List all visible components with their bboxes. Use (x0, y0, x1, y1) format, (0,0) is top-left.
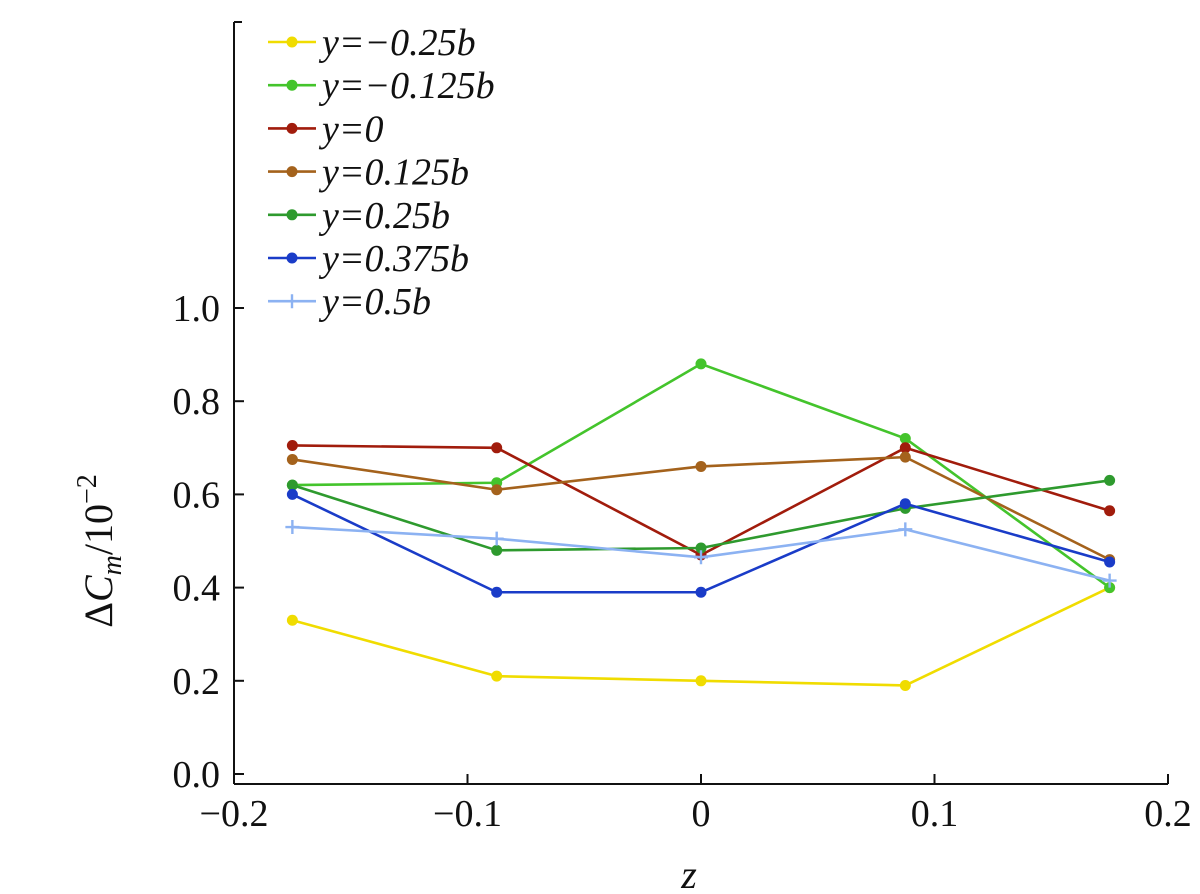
legend-entry: y=0 (268, 108, 384, 150)
data-point (898, 522, 913, 537)
y-tick-label: 0.8 (173, 381, 221, 423)
data-point (1104, 556, 1116, 568)
legend-swatch-marker (286, 209, 298, 221)
data-point (695, 675, 707, 687)
legend-swatch-marker (286, 36, 298, 48)
axes: 0.0 0.2 0.4 0.6 0.8 1.0 −0.2 −0.1 0 0.1 0.2 (173, 21, 1192, 835)
legend-swatch-marker (286, 166, 298, 178)
legend: y=−0.25by=−0.125by=0y=0.125by=0.25by=0.3… (268, 22, 495, 323)
legend-entry: y=0.375b (268, 238, 469, 280)
legend-label: y=0.5b (318, 281, 431, 323)
data-point (695, 358, 707, 370)
data-point (491, 442, 503, 454)
legend-swatch-marker (285, 294, 299, 309)
y-tick-label: 0.4 (173, 568, 221, 610)
y-axis-label: ΔCm/10−2 (72, 474, 128, 628)
series-line (291, 479, 1110, 552)
data-point (899, 451, 911, 463)
data-point (899, 679, 911, 691)
data-point (694, 550, 708, 565)
legend-label: y=0 (318, 108, 384, 150)
data-point (285, 520, 300, 535)
data-point (1104, 474, 1116, 486)
data-point (695, 542, 707, 554)
legend-swatch-marker (286, 79, 298, 91)
x-tick-label: 0 (692, 793, 711, 835)
data-point (286, 439, 298, 451)
data-point (695, 586, 707, 598)
legend-label: y=0.375b (318, 238, 469, 280)
series-4 (286, 474, 1116, 556)
series-0 (286, 582, 1116, 691)
data-point (286, 479, 298, 491)
y-tick-label: 1.0 (173, 288, 221, 330)
legend-swatch-marker (286, 122, 298, 134)
legend-entry: y=−0.25b (268, 22, 476, 64)
data-point (899, 498, 911, 510)
data-point (491, 670, 503, 682)
data-point (899, 432, 911, 444)
x-tick-label: −0.1 (433, 793, 502, 835)
x-tick-label: 0.2 (1144, 793, 1192, 835)
data-point (491, 586, 503, 598)
y-tick-label: 0.0 (173, 754, 221, 796)
data-point (491, 544, 503, 556)
series-6 (285, 520, 1117, 588)
legend-label: y=0.125b (318, 152, 469, 194)
series-5 (286, 488, 1116, 598)
y-tick-label: 0.6 (173, 474, 221, 516)
legend-swatch-marker (286, 252, 298, 264)
legend-entry: y=0.5b (268, 281, 431, 323)
data-point (695, 460, 707, 472)
series-3 (286, 451, 1116, 566)
legend-label: y=0.25b (318, 195, 450, 237)
series-line (292, 586, 1111, 687)
x-axis-label: z (680, 852, 697, 894)
y-tick-label: 0.2 (173, 661, 221, 703)
series-layer (285, 358, 1117, 691)
data-point (286, 614, 298, 626)
legend-label: y=−0.125b (318, 65, 495, 107)
legend-entry: y=0.125b (268, 152, 469, 194)
data-point (286, 488, 298, 500)
data-point (489, 531, 504, 546)
legend-entry: y=−0.125b (268, 65, 495, 107)
data-point (1104, 505, 1116, 517)
x-tick-label: −0.2 (200, 793, 269, 835)
legend-label: y=−0.25b (318, 22, 476, 64)
legend-entry: y=0.25b (268, 195, 450, 237)
x-tick-label: 0.1 (911, 793, 959, 835)
data-point (491, 484, 503, 496)
data-point (899, 442, 911, 454)
data-point (286, 453, 298, 465)
data-point (1102, 573, 1117, 588)
